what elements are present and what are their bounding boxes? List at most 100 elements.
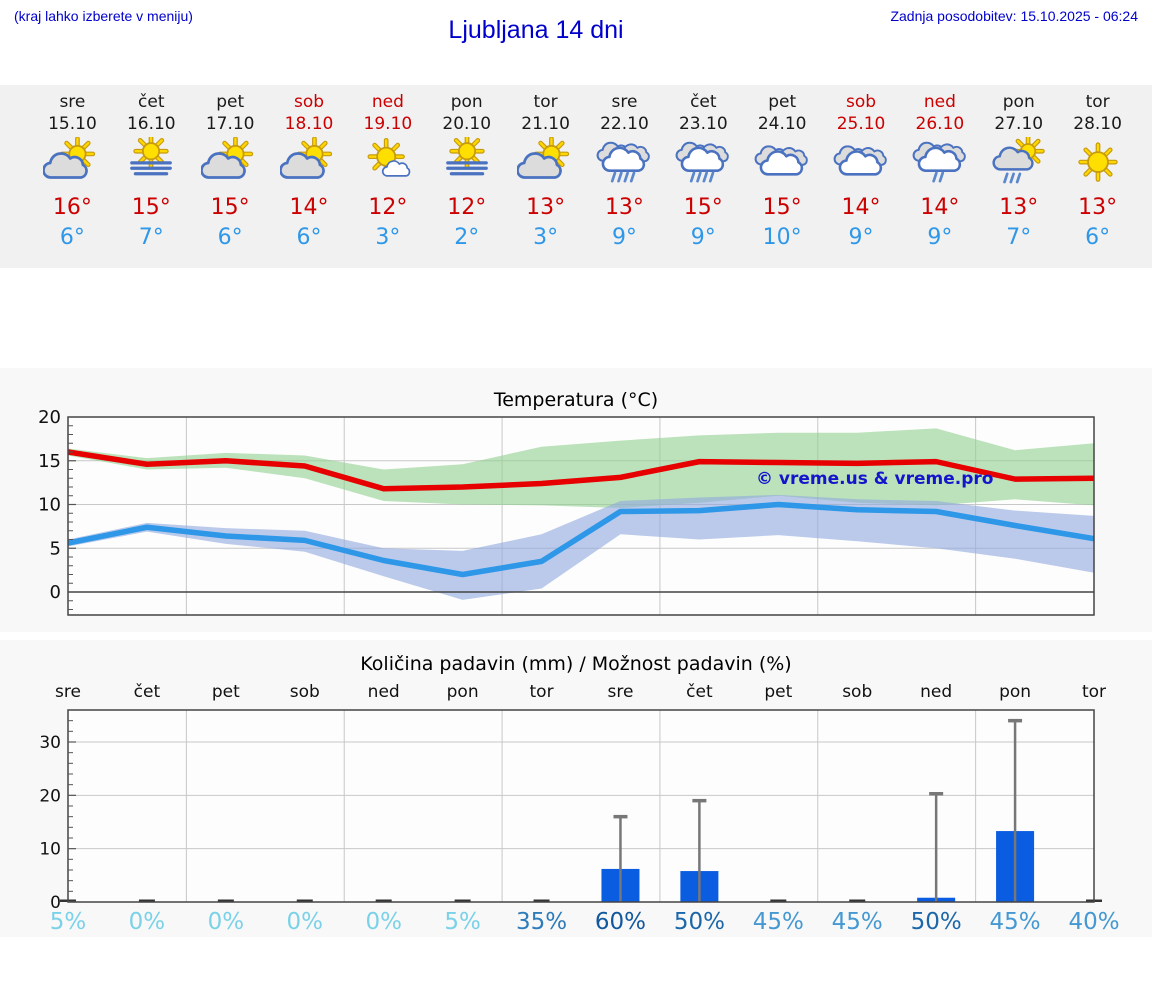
- footer-space: [0, 942, 1152, 985]
- day-name: sre: [611, 92, 638, 112]
- day-name: pon: [450, 92, 483, 112]
- low-temp: 3°: [533, 225, 559, 250]
- day-name: pet: [216, 92, 245, 112]
- temp-y-tick: 20: [38, 407, 61, 428]
- page-title: Ljubljana 14 dni: [448, 16, 624, 44]
- precip-probability: 40%: [1068, 909, 1119, 935]
- sun-small-cloud-icon: [348, 137, 427, 191]
- precip-probability: 0%: [129, 909, 166, 935]
- precip-zero-mark: [296, 899, 313, 902]
- high-temp: 15°: [683, 195, 723, 220]
- day-date: 15.10: [48, 114, 97, 134]
- low-temp: 6°: [1085, 225, 1111, 250]
- precip-y-tick: 20: [39, 786, 61, 806]
- precip-zero-mark: [770, 899, 787, 902]
- temp-y-tick: 0: [50, 582, 61, 603]
- sun-fog-icon: [427, 133, 506, 191]
- day-date: 23.10: [678, 114, 728, 134]
- day-column[interactable]: ned 26.10 14° 9°: [900, 85, 979, 268]
- day-name: tor: [1085, 92, 1110, 112]
- watermark-link[interactable]: © vreme.us & vreme.pro: [756, 469, 993, 489]
- day-name: čet: [690, 92, 717, 112]
- last-updated-text: Zadnja posodobitev: 15.10.2025 - 06:24: [890, 8, 1138, 24]
- precip-probability: 0%: [208, 909, 245, 935]
- day-column[interactable]: tor 28.10 13° 6°: [1058, 85, 1137, 268]
- day-column[interactable]: sre 15.10 16° 6°: [33, 85, 112, 268]
- precip-chart-svg: 0 10 20 30 sre čet pet sob ned pon tor sre čet pet sob…: [0, 640, 1152, 937]
- precip-day-label: ned: [368, 682, 400, 702]
- precip-chart-title: Količina padavin (mm) / Možnost padavin …: [360, 653, 791, 675]
- precip-day-label: sob: [842, 682, 872, 702]
- high-temp: 13°: [1078, 195, 1118, 220]
- precipitation-chart: 0 10 20 30 sre čet pet sob ned pon tor sre čet pet sob…: [0, 640, 1152, 942]
- low-temp: 9°: [848, 225, 874, 250]
- day-name: sre: [59, 92, 86, 112]
- low-temp: 7°: [138, 225, 164, 250]
- low-temp: 10°: [762, 225, 802, 250]
- high-temp: 14°: [920, 195, 960, 220]
- precip-day-label: sre: [607, 682, 633, 702]
- temp-y-tick: 10: [38, 495, 61, 516]
- day-column[interactable]: čet 23.10 15° 9°: [664, 85, 743, 268]
- high-temp: 15°: [762, 195, 802, 220]
- high-temp: 15°: [131, 195, 171, 220]
- day-date: 20.10: [442, 114, 492, 134]
- high-temp: 16°: [52, 195, 92, 220]
- precip-y-tick: 30: [39, 733, 61, 753]
- day-column[interactable]: pon 27.10 13° 7°: [979, 85, 1058, 268]
- day-column[interactable]: pet 24.10 15° 10°: [743, 85, 822, 268]
- temp-chart-title: Temperatura (°C): [493, 389, 658, 411]
- day-name: čet: [138, 92, 165, 112]
- precip-probability: 45%: [832, 909, 883, 935]
- high-temp: 12°: [447, 195, 487, 220]
- precip-probability: 0%: [365, 909, 402, 935]
- high-temp: 12°: [368, 195, 408, 220]
- precip-day-label: pet: [764, 682, 792, 702]
- precip-probability: 35%: [516, 909, 567, 935]
- day-column[interactable]: sre 22.10 13° 9°: [585, 85, 664, 268]
- day-column[interactable]: pet 17.10 15° 6°: [191, 85, 270, 268]
- precip-zero-mark: [217, 899, 234, 902]
- day-date: 21.10: [521, 114, 570, 134]
- day-column[interactable]: ned 19.10 12° 3°: [348, 85, 427, 268]
- precip-probability: 5%: [444, 909, 481, 935]
- day-column[interactable]: tor 21.10 13° 3°: [506, 85, 585, 268]
- spacer: [0, 268, 1152, 368]
- sun-cloud-icon: [270, 136, 349, 191]
- precip-probability: 50%: [674, 909, 725, 935]
- day-date: 19.10: [363, 114, 413, 134]
- precip-probability: 45%: [753, 909, 804, 935]
- day-date: 26.10: [915, 114, 965, 134]
- day-column[interactable]: čet 16.10 15° 7°: [112, 85, 191, 268]
- low-temp: 2°: [454, 225, 480, 250]
- high-temp: 14°: [289, 195, 329, 220]
- precip-probability: 60%: [595, 909, 646, 935]
- day-name: sob: [845, 92, 877, 112]
- precip-day-label: čet: [134, 682, 161, 702]
- day-column[interactable]: sob 18.10 14° 6°: [270, 85, 349, 268]
- day-name: pon: [1002, 92, 1035, 112]
- precip-zero-mark: [533, 899, 550, 902]
- temperature-chart-svg: 0 5 10 15 20 Temperatura (°C) © vreme.us & vre…: [0, 368, 1152, 632]
- temp-y-tick: 5: [50, 538, 61, 559]
- day-date: 22.10: [600, 114, 649, 134]
- precip-zero-mark: [849, 899, 866, 902]
- precip-zero-mark: [454, 899, 471, 902]
- low-temp: 7°: [1006, 225, 1032, 250]
- day-column[interactable]: sob 25.10 14° 9°: [822, 85, 901, 268]
- high-temp: 13°: [604, 195, 644, 220]
- precip-zero-mark: [375, 899, 392, 902]
- precip-day-label: pet: [212, 682, 240, 702]
- precip-day-label: sob: [290, 682, 320, 702]
- low-temp: 9°: [690, 225, 716, 250]
- clouds-rain-icon: [664, 137, 743, 191]
- day-column[interactable]: pon 20.10 12° 2°: [427, 85, 506, 268]
- day-date: 28.10: [1073, 114, 1122, 134]
- header: (kraj lahko izberete v meniju) Ljubljana…: [0, 0, 1152, 85]
- clouds-light-rain-icon: [900, 137, 979, 191]
- high-temp: 15°: [210, 195, 250, 220]
- sun-cloud-icon: [33, 136, 112, 191]
- temperature-chart: 0 5 10 15 20 Temperatura (°C) © vreme.us & vre…: [0, 368, 1152, 637]
- low-temp: 3°: [375, 225, 401, 250]
